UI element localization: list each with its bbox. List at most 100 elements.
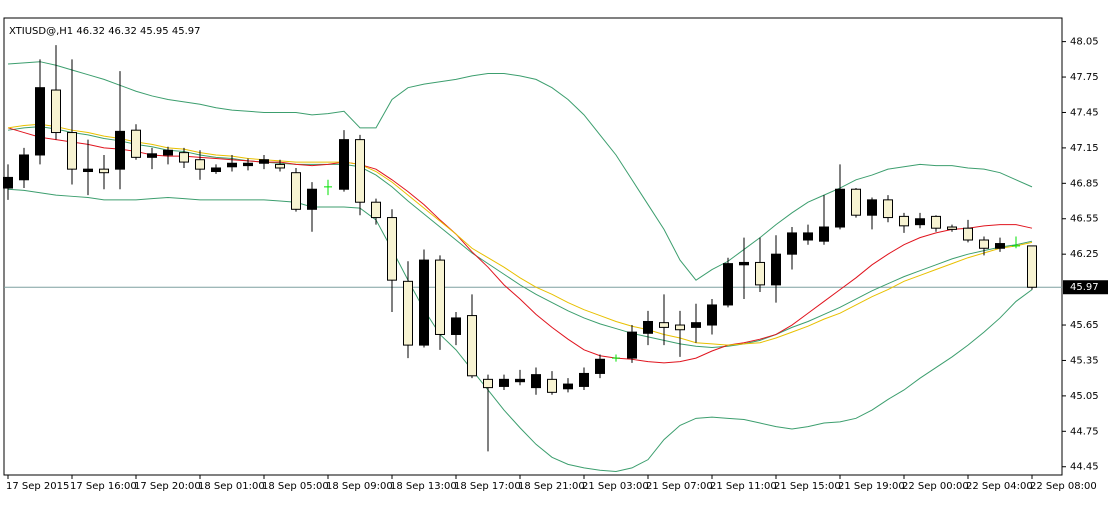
candle-body: [259, 159, 269, 164]
candle-body: [195, 159, 205, 170]
candle-body: [339, 139, 349, 190]
candle-body: [659, 322, 669, 328]
candle-body: [931, 215, 941, 229]
candle-body: [467, 315, 477, 377]
candle-body: [243, 162, 253, 167]
candle-body: [547, 378, 557, 393]
candle-body: [963, 227, 973, 241]
x-tick-label: 18 Sep 13:00: [390, 481, 457, 492]
candle-body: [499, 378, 509, 387]
candle-body: [979, 239, 989, 249]
candle-body: [35, 87, 45, 156]
candle-body: [883, 199, 893, 219]
x-tick-label: 17 Sep 16:00: [70, 481, 137, 492]
indicator-line: [7, 123, 1033, 346]
candle-body: [867, 199, 877, 216]
candle-body: [435, 259, 445, 335]
chart-header: XTIUSD@,H1 46.32 46.32 45.95 45.97: [9, 26, 200, 37]
y-tick-label: 44.45: [1070, 462, 1099, 473]
candle-body: [595, 358, 605, 374]
candle-body: [579, 372, 589, 387]
last-low: 45.95: [140, 26, 169, 37]
candle-body: [451, 317, 461, 335]
candle-body: [899, 215, 909, 227]
indicator-line: [7, 188, 1033, 472]
price-label: 45.97: [1070, 282, 1099, 293]
y-tick-label: 45.35: [1070, 355, 1099, 366]
candle-body: [707, 304, 717, 326]
candle-body: [803, 232, 813, 241]
candle-body: [227, 162, 237, 168]
candle-body: [291, 172, 301, 210]
y-tick-label: 44.75: [1070, 426, 1099, 437]
x-tick-label: 18 Sep 17:00: [454, 481, 521, 492]
x-tick-label: 21 Sep 03:00: [582, 481, 649, 492]
candle-body: [211, 167, 221, 173]
x-tick-label: 18 Sep 09:00: [326, 481, 393, 492]
candle-body: [947, 226, 957, 230]
candle-body: [915, 218, 925, 226]
candle-body: [419, 259, 429, 346]
candle-body: [691, 322, 701, 328]
y-tick-label: 47.15: [1070, 143, 1099, 154]
candle-body: [483, 378, 493, 389]
candle-body: [835, 188, 845, 228]
y-tick-label: 48.05: [1070, 37, 1099, 48]
last-close: 45.97: [172, 26, 201, 37]
candle-body: [179, 152, 189, 163]
candle-body: [371, 201, 381, 219]
y-tick-label: 45.05: [1070, 391, 1099, 402]
candle-body: [99, 168, 109, 174]
candle-body: [147, 153, 157, 158]
y-tick-label: 46.55: [1070, 214, 1099, 225]
candle-body: [387, 217, 397, 281]
x-tick-label: 21 Sep 07:00: [646, 481, 713, 492]
y-tick-label: 46.25: [1070, 249, 1099, 260]
y-tick-label: 45.65: [1070, 320, 1099, 331]
candle-body: [1027, 245, 1037, 288]
candle-body: [403, 280, 413, 346]
x-tick-label: 21 Sep 11:00: [710, 481, 777, 492]
y-tick-label: 47.45: [1070, 107, 1099, 118]
x-tick-label: 22 Sep 08:00: [1030, 481, 1097, 492]
x-tick-label: 21 Sep 15:00: [774, 481, 841, 492]
x-tick-label: 22 Sep 00:00: [902, 481, 969, 492]
candle-body: [643, 320, 653, 334]
price-label-box: [1063, 280, 1108, 295]
x-tick-label: 17 Sep 2015: [6, 481, 69, 492]
indicator-line: [7, 126, 1033, 348]
candle-body: [851, 188, 861, 216]
x-tick-label: 18 Sep 21:00: [518, 481, 585, 492]
indicator-line: [7, 127, 1033, 364]
candle-body: [51, 89, 61, 134]
candle-body: [771, 253, 781, 286]
indicator-line: [7, 61, 1033, 281]
candle-body: [723, 263, 733, 306]
candle-body: [3, 176, 13, 189]
candle-body: [275, 163, 285, 169]
candle-body: [355, 139, 365, 203]
y-tick-label: 47.75: [1070, 72, 1099, 83]
candle-body: [67, 132, 77, 170]
candle-body: [787, 232, 797, 255]
candle-body: [739, 261, 749, 266]
symbol: XTIUSD@,H1: [9, 26, 73, 37]
candle-body: [675, 324, 685, 331]
candle-body: [515, 378, 525, 383]
candle-body: [131, 129, 141, 158]
candle-body: [995, 243, 1005, 249]
last-open: 46.32: [76, 26, 105, 37]
plot-frame: [3, 17, 1063, 476]
y-tick-label: 46.85: [1070, 178, 1099, 189]
candle-body: [755, 261, 765, 286]
candle-body: [819, 226, 829, 242]
candle-body: [19, 154, 29, 181]
x-tick-label: 21 Sep 19:00: [838, 481, 905, 492]
candle-body: [115, 130, 125, 170]
candle-body: [627, 331, 637, 359]
candle-body: [83, 168, 93, 173]
last-high: 46.32: [108, 26, 137, 37]
candle-body: [163, 149, 173, 156]
x-tick-label: 17 Sep 20:00: [134, 481, 201, 492]
